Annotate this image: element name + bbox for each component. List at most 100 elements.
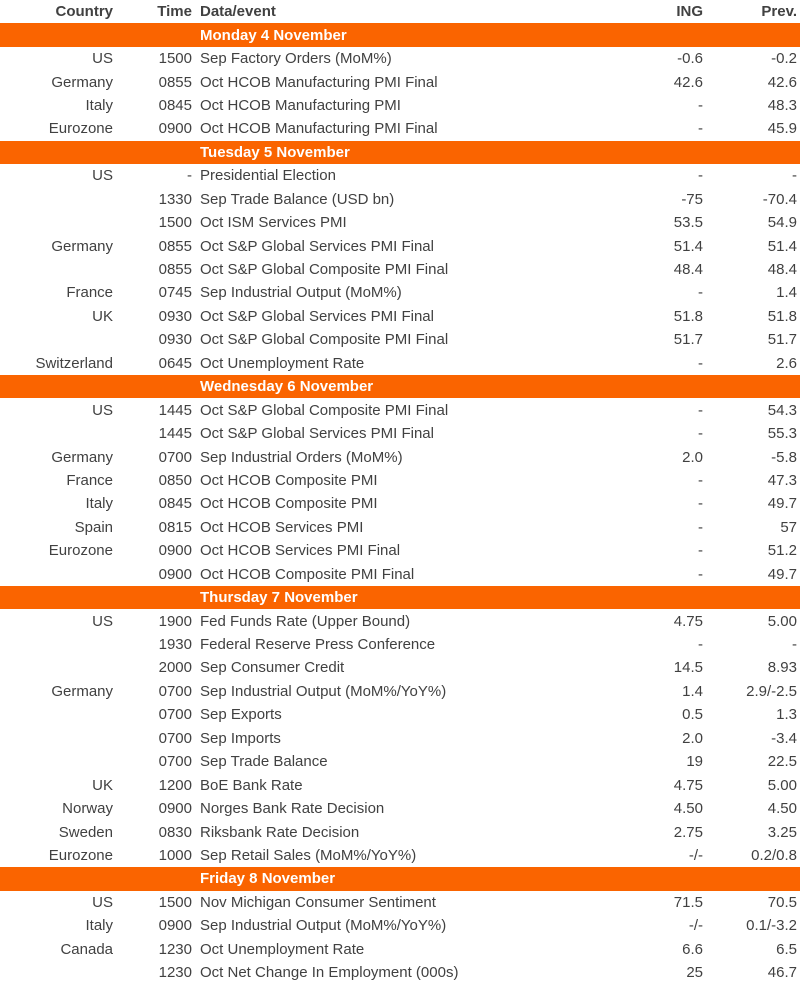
previous-value-cell: - (792, 636, 797, 654)
time-cell: 1230 (158, 940, 192, 958)
ing-forecast-cell: 1.4 (682, 682, 703, 700)
event-row: Germany 0700 Sep Industrial Orders (MoM%… (0, 445, 800, 468)
day-section-title: Wednesday 6 November (0, 375, 800, 399)
previous-value-cell: 51.8 (767, 307, 797, 325)
country-cell: Eurozone (48, 542, 113, 560)
event-description-cell: Sep Exports (200, 706, 282, 724)
event-row: US 1500 Nov Michigan Consumer Sentiment … (0, 891, 800, 914)
day-section-header-row: Thursday 7 November (0, 585, 800, 610)
previous-value-cell: 54.3 (767, 401, 797, 419)
country-cell: US (92, 167, 113, 185)
event-description-cell: Federal Reserve Press Conference (200, 636, 436, 654)
time-cell: 0700 (158, 448, 192, 466)
ing-forecast-cell: - (698, 425, 703, 443)
previous-value-cell: 8.93 (767, 659, 797, 677)
event-description-cell: Oct HCOB Manufacturing PMI Final (200, 73, 438, 91)
event-row: US 1445 Oct S&P Global Composite PMI Fin… (0, 398, 800, 421)
country-cell: Switzerland (35, 354, 113, 372)
event-description-cell: Oct S&P Global Services PMI Final (200, 237, 434, 255)
previous-value-cell: 0.1/-3.2 (746, 917, 797, 935)
previous-value-cell: 51.4 (767, 237, 797, 255)
time-cell: 0700 (158, 753, 192, 771)
ing-forecast-cell: 51.8 (673, 307, 703, 325)
country-cell: France (66, 471, 113, 489)
ing-forecast-cell: - (698, 284, 703, 302)
previous-value-cell: 6.5 (776, 940, 797, 958)
ing-forecast-cell: - (698, 636, 703, 654)
event-description-cell: Sep Imports (200, 729, 281, 747)
time-cell: 0930 (158, 307, 192, 325)
country-cell (0, 563, 113, 586)
event-row: Germany 0700 Sep Industrial Output (MoM%… (0, 680, 800, 703)
ing-forecast-cell: 53.5 (673, 214, 703, 232)
ing-forecast-cell: 0.5 (682, 706, 703, 724)
event-row: Eurozone 1000 Sep Retail Sales (MoM%/YoY… (0, 844, 800, 867)
ing-forecast-cell: - (698, 495, 703, 513)
event-row: 1930 Federal Reserve Press Conference - … (0, 633, 800, 656)
ing-forecast-cell: 6.6 (682, 940, 703, 958)
time-cell: 2000 (158, 659, 192, 677)
country-cell: Italy (85, 96, 113, 114)
event-row: 1500 Oct ISM Services PMI 53.5 54.9 (0, 211, 800, 234)
time-cell: 0700 (158, 729, 192, 747)
event-row: Eurozone 0900 Oct HCOB Services PMI Fina… (0, 539, 800, 562)
event-row: US - Presidential Election - - (0, 164, 800, 187)
previous-value-cell: 48.4 (767, 261, 797, 279)
event-description-cell: Sep Factory Orders (MoM%) (200, 50, 392, 68)
country-cell (0, 961, 113, 984)
ing-forecast-cell: 2.0 (682, 729, 703, 747)
ing-forecast-cell: 25 (686, 964, 703, 982)
event-row: 0700 Sep Exports 0.5 1.3 (0, 703, 800, 726)
ing-forecast-cell: 14.5 (673, 659, 703, 677)
event-row: 0700 Sep Trade Balance 19 22.5 (0, 750, 800, 773)
previous-value-cell: -5.8 (771, 448, 797, 466)
event-description-cell: Oct S&P Global Composite PMI Final (200, 331, 449, 349)
day-section-title: Friday 8 November (0, 867, 800, 891)
ing-forecast-cell: -/- (688, 846, 703, 864)
ing-forecast-cell: - (698, 542, 703, 560)
time-cell: 0900 (158, 565, 192, 583)
ing-forecast-cell: - (698, 120, 703, 138)
day-section-header-row: Friday 8 November (0, 867, 800, 891)
ing-forecast-cell: 4.50 (673, 800, 703, 818)
calendar-body: Monday 4 November US 1500 Sep Factory Or… (0, 23, 800, 984)
event-row: Germany 0855 Oct S&P Global Services PMI… (0, 234, 800, 257)
ing-forecast-cell: 2.75 (673, 823, 703, 841)
previous-value-cell: -70.4 (762, 190, 797, 208)
time-cell: 1230 (158, 964, 192, 982)
country-cell: Italy (85, 917, 113, 935)
time-cell: 0855 (158, 261, 192, 279)
country-column-header: Country (55, 3, 114, 21)
event-description-cell: Riksbank Rate Decision (200, 823, 360, 841)
event-row: Spain 0815 Oct HCOB Services PMI - 57 (0, 516, 800, 539)
country-cell: UK (92, 307, 113, 325)
country-cell: Sweden (58, 823, 113, 841)
ing-forecast-cell: - (698, 401, 703, 419)
country-cell (0, 188, 113, 211)
previous-value-cell: 3.25 (767, 823, 797, 841)
ing-forecast-cell: - (698, 518, 703, 536)
event-description-cell: Oct HCOB Composite PMI (200, 495, 378, 513)
time-column-header: Time (157, 3, 192, 21)
country-cell: US (92, 401, 113, 419)
data-event-column-header: Data/event (200, 3, 276, 21)
time-cell: 0830 (158, 823, 192, 841)
time-cell: 1900 (158, 612, 192, 630)
time-cell: 0855 (158, 237, 192, 255)
country-cell: Germany (51, 73, 113, 91)
time-cell: 0645 (158, 354, 192, 372)
event-row: Italy 0900 Sep Industrial Output (MoM%/Y… (0, 914, 800, 937)
country-cell (0, 703, 113, 726)
country-cell: Italy (85, 495, 113, 513)
ing-forecast-cell: - (698, 471, 703, 489)
country-cell: Germany (51, 448, 113, 466)
country-cell: Germany (51, 237, 113, 255)
time-cell: 0900 (158, 542, 192, 560)
time-cell: 0745 (158, 284, 192, 302)
previous-value-cell: -0.2 (771, 50, 797, 68)
event-description-cell: Fed Funds Rate (Upper Bound) (200, 612, 411, 630)
previous-value-cell: 2.6 (776, 354, 797, 372)
ing-forecast-cell: 71.5 (673, 893, 703, 911)
country-cell: UK (92, 776, 113, 794)
event-description-cell: Oct Unemployment Rate (200, 940, 365, 958)
